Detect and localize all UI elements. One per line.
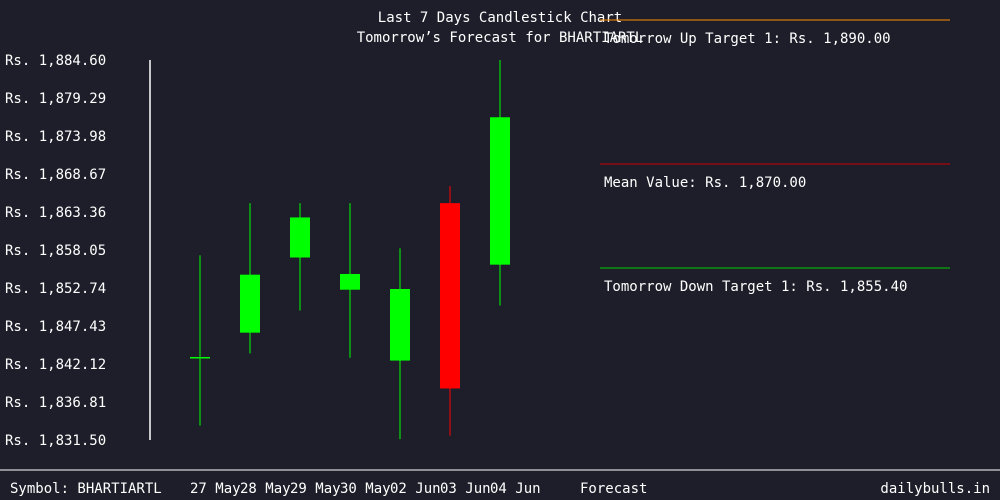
y-tick-label: Rs. 1,863.36 bbox=[5, 205, 106, 221]
x-tick-label: 02 Jun bbox=[390, 481, 441, 497]
x-tick-label: 29 May bbox=[290, 481, 341, 497]
footer-site: dailybulls.in bbox=[880, 481, 990, 497]
y-tick-label: Rs. 1,879.29 bbox=[5, 91, 106, 107]
chart-title: Last 7 Days Candlestick Chart bbox=[377, 10, 623, 26]
x-tick-label: 28 May bbox=[240, 481, 291, 497]
candle-body bbox=[440, 203, 460, 389]
y-tick-label: Rs. 1,884.60 bbox=[5, 53, 106, 69]
y-tick-label: Rs. 1,842.12 bbox=[5, 357, 106, 373]
y-tick-label: Rs. 1,873.98 bbox=[5, 129, 106, 145]
footer-symbol: Symbol: BHARTIARTL bbox=[10, 481, 162, 497]
forecast-lines: Tomorrow Up Target 1: Rs. 1,890.00 Mean V… bbox=[600, 19, 950, 295]
forecast-label: Tomorrow Up Target 1: Rs. 1,890.00 bbox=[604, 31, 891, 47]
y-tick-label: Rs. 1,858.05 bbox=[5, 243, 106, 259]
candle-body bbox=[290, 217, 310, 258]
candles bbox=[190, 60, 510, 440]
x-tick-label: 04 Jun bbox=[490, 481, 541, 497]
forecast-label: Tomorrow Down Target 1: Rs. 1,855.40 bbox=[604, 279, 907, 295]
y-tick-label: Rs. 1,836.81 bbox=[5, 395, 106, 411]
x-axis-labels: 27 May 28 May 29 May 30 May 02 Jun 03 Jun 04 J… bbox=[190, 481, 541, 497]
footer-forecast-label: Forecast bbox=[580, 481, 647, 497]
x-tick-label: 03 Jun bbox=[440, 481, 491, 497]
candle-body bbox=[240, 274, 260, 333]
forecast-label: Mean Value: Rs. 1,870.00 bbox=[604, 175, 806, 191]
candle-body bbox=[490, 117, 510, 265]
y-tick-label: Rs. 1,831.50 bbox=[5, 433, 106, 449]
x-tick-label: 30 May bbox=[340, 481, 391, 497]
chart-subtitle: Tomorrow’s Forecast for BHARTIARTL bbox=[356, 30, 644, 46]
x-tick-label: 27 May bbox=[190, 481, 241, 497]
candle-body bbox=[390, 289, 410, 361]
y-axis-ticks: Rs. 1,884.60 Rs. 1,879.29 Rs. 1,873.98 Rs. … bbox=[5, 53, 106, 449]
y-tick-label: Rs. 1,852.74 bbox=[5, 281, 106, 297]
y-tick-label: Rs. 1,868.67 bbox=[5, 167, 106, 183]
candle-body bbox=[340, 273, 360, 290]
y-tick-label: Rs. 1,847.43 bbox=[5, 319, 106, 335]
